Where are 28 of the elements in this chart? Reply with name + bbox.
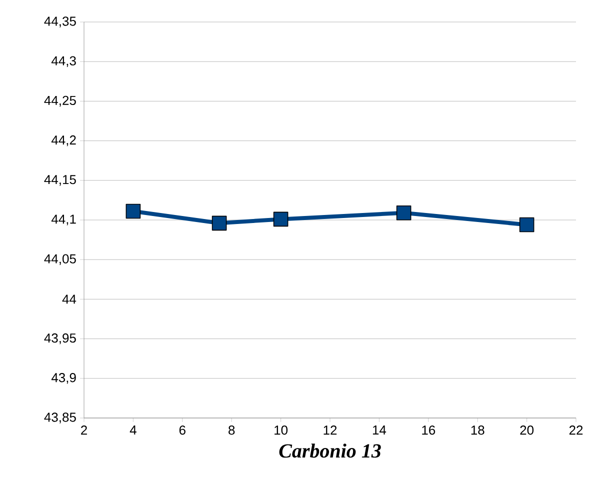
- point: [126, 204, 141, 219]
- point: [273, 212, 288, 227]
- x-tick-label: 18: [471, 426, 484, 435]
- y-tick-label: 44,2: [51, 135, 76, 146]
- x-tick-label: 20: [520, 426, 534, 435]
- point: [519, 217, 534, 232]
- y-tick-label: 44,25: [44, 96, 76, 107]
- x-tick-label: 22: [569, 426, 583, 435]
- y-tick-label: 43,9: [51, 373, 76, 384]
- y-tick-label: 44,05: [44, 254, 76, 265]
- x-tick-label: 12: [324, 426, 337, 435]
- x-tick-label: 16: [422, 426, 436, 435]
- x-tick-label: 8: [228, 426, 235, 435]
- x-tick-label: 4: [130, 426, 136, 434]
- point: [212, 216, 227, 231]
- y-tick-label: 44: [62, 294, 76, 304]
- x-axis-title: Carbonio 13: [279, 444, 381, 458]
- x-tick-label: 14: [372, 426, 386, 434]
- x-tick-label: 10: [274, 426, 288, 435]
- y-tick-label: 44,35: [44, 16, 76, 28]
- x-tick-label: 2: [81, 426, 87, 435]
- x-tick-label: 6: [179, 426, 186, 435]
- y-tick-label: 44,3: [51, 56, 76, 67]
- y-tick-label: 43,85: [44, 412, 76, 424]
- y-tick-label: 44,1: [51, 214, 76, 226]
- point: [396, 205, 412, 220]
- y-tick-label: 43,95: [44, 333, 76, 344]
- y-tick-label: 44,15: [44, 175, 76, 186]
